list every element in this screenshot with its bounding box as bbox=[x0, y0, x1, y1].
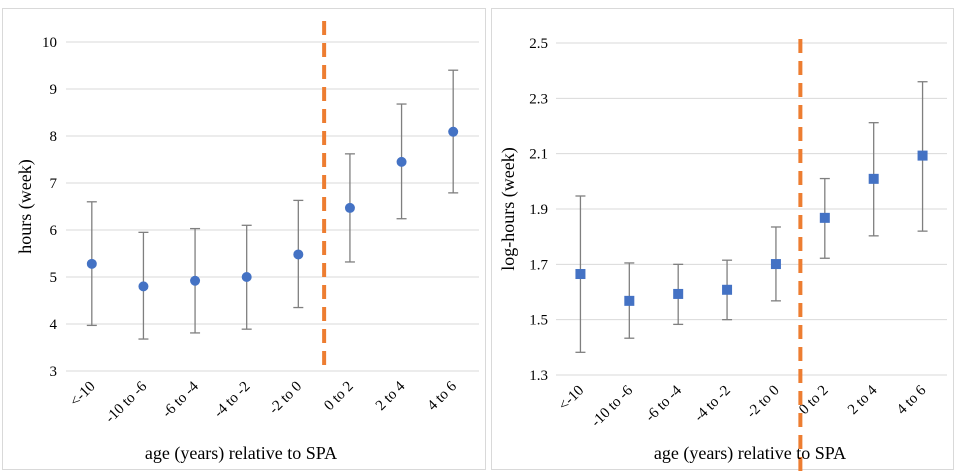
y-axis-title: hours (week) bbox=[15, 159, 36, 253]
x-tick-label: -4 to -2 bbox=[211, 379, 254, 422]
x-tick-label: 0 to 2 bbox=[321, 379, 356, 414]
data-point bbox=[575, 269, 586, 280]
x-tick-label: -4 to -2 bbox=[691, 383, 734, 426]
x-tick-label: 2 to 4 bbox=[845, 382, 881, 418]
chart-panel-log-hours: 1.3 1.5 1.7 1.9 2.1 2.3 2.5 <-10 -10 to -6 -6 to … bbox=[491, 8, 954, 471]
x-tick-label: 2 to 4 bbox=[373, 378, 409, 414]
data-point bbox=[448, 126, 459, 137]
x-tick-label: -10 to -6 bbox=[588, 382, 636, 430]
data-point bbox=[819, 212, 830, 223]
y-tick-label: 1.3 bbox=[529, 368, 548, 384]
y-tick-label: 1.9 bbox=[529, 202, 548, 218]
chart-panel-hours: 3 4 5 6 7 8 9 10 <-10 -10 to -6 -6 to -4 -4 to -2 -2… bbox=[2, 8, 486, 470]
data-point bbox=[396, 156, 407, 167]
y-tick-label: 5 bbox=[50, 270, 58, 286]
data-point bbox=[770, 259, 781, 270]
x-tick-label: <-10 bbox=[67, 379, 98, 410]
y-tick-label: 9 bbox=[50, 82, 58, 98]
x-axis-title: age (years) relative to SPA bbox=[145, 443, 337, 464]
x-tick-label: -10 to -6 bbox=[102, 378, 150, 426]
data-point bbox=[344, 202, 355, 213]
data-point bbox=[868, 173, 879, 184]
x-tick-label: 4 to 6 bbox=[425, 378, 461, 414]
data-point bbox=[138, 281, 149, 292]
chart-log-hours: 1.3 1.5 1.7 1.9 2.1 2.3 2.5 <-10 -10 to -6 -6 to … bbox=[498, 36, 947, 471]
y-tick-label: 1.7 bbox=[529, 257, 548, 273]
x-tick-label: -2 to 0 bbox=[266, 379, 305, 418]
y-tick-label: 1.5 bbox=[529, 313, 548, 329]
y-tick-label: 8 bbox=[50, 129, 58, 145]
x-tick-label: -6 to -4 bbox=[159, 378, 202, 421]
data-point bbox=[917, 150, 928, 161]
y-axis-title: log-hours (week) bbox=[498, 147, 519, 270]
x-tick-label: 4 to 6 bbox=[894, 382, 930, 418]
data-point bbox=[190, 275, 201, 286]
data-point bbox=[86, 258, 97, 269]
data-point bbox=[241, 272, 252, 282]
x-axis-title: age (years) relative to SPA bbox=[654, 443, 846, 464]
data-point bbox=[722, 284, 733, 295]
data-point bbox=[624, 295, 635, 306]
data-point bbox=[293, 249, 304, 260]
data-point bbox=[673, 288, 684, 299]
chart-hours: 3 4 5 6 7 8 9 10 <-10 -10 to -6 -6 to -4 -4 to -2 -2… bbox=[15, 21, 479, 464]
y-tick-label: 3 bbox=[50, 364, 58, 380]
y-tick-label: 10 bbox=[42, 35, 57, 51]
y-tick-label: 2.3 bbox=[529, 91, 548, 107]
y-tick-label: 2.5 bbox=[529, 36, 548, 52]
x-tick-label: <-10 bbox=[556, 383, 587, 414]
x-tick-label: -6 to -4 bbox=[642, 382, 685, 425]
x-tick-label: -2 to 0 bbox=[744, 383, 783, 422]
y-tick-label: 2.1 bbox=[529, 147, 548, 163]
y-tick-label: 7 bbox=[50, 176, 58, 192]
y-tick-label: 4 bbox=[50, 317, 58, 333]
y-tick-label: 6 bbox=[50, 223, 58, 239]
